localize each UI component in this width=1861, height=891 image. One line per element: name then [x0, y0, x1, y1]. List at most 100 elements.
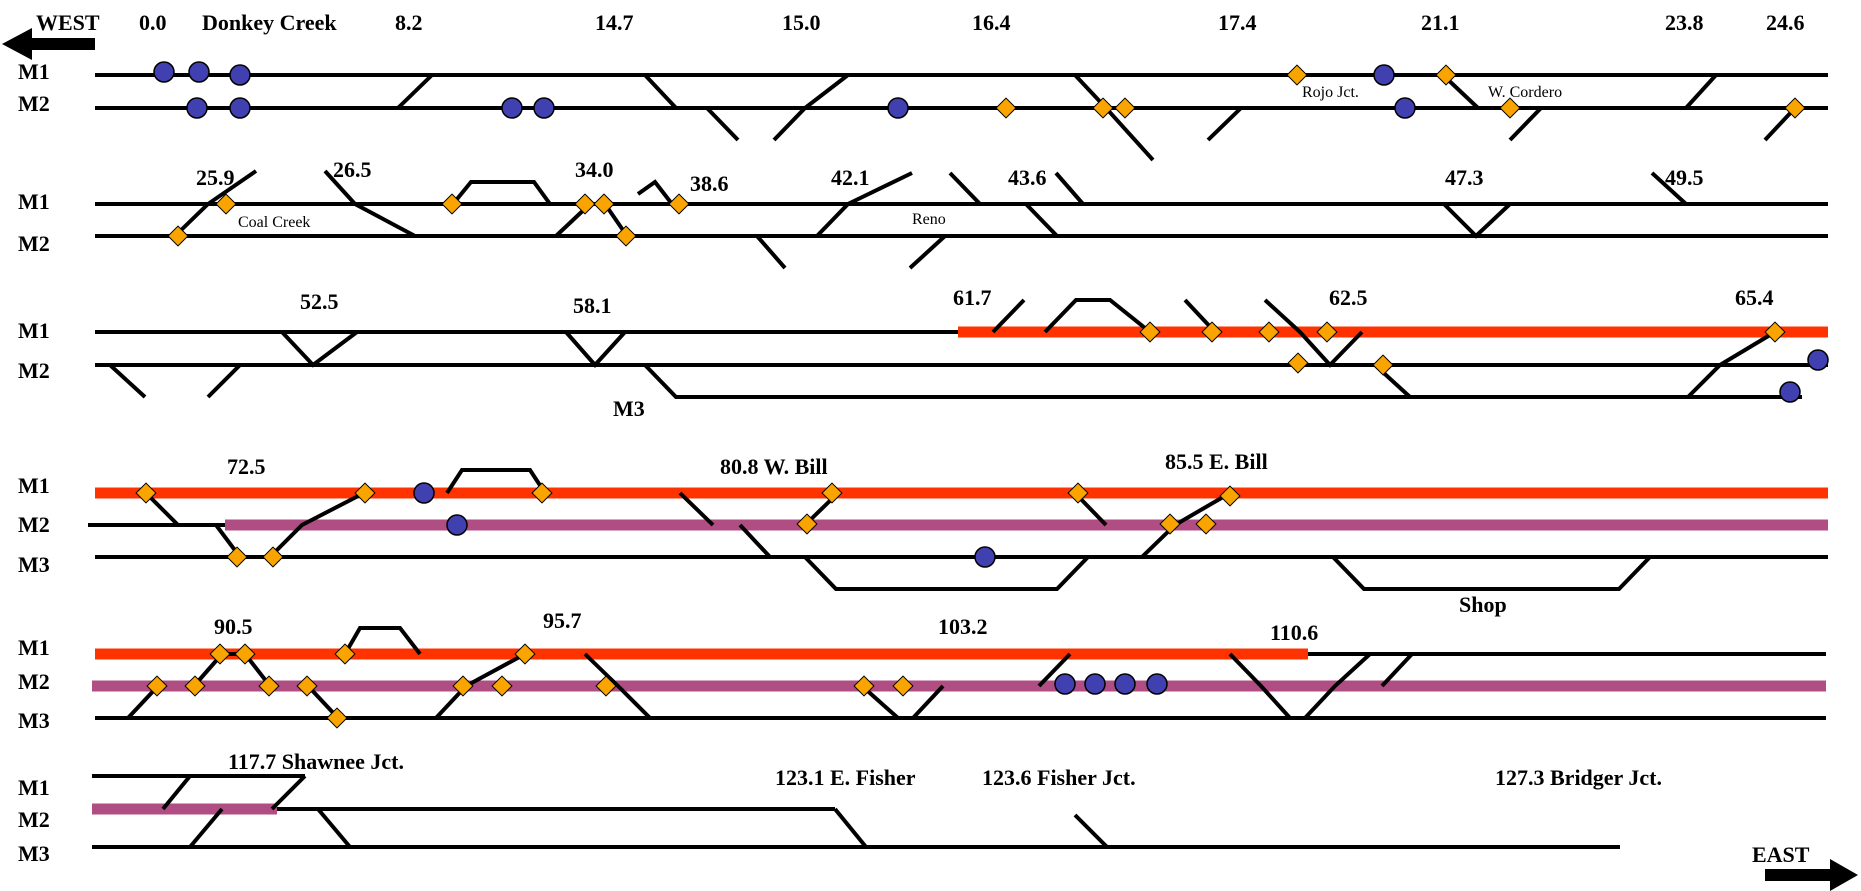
row-1: M1 M2 0.0 Donkey Creek 8.2 14.7 15.0 16.… — [18, 10, 1828, 162]
train-circle — [1807, 349, 1829, 371]
milepost-label: 52.5 — [300, 289, 339, 314]
milepost-label: 42.1 — [831, 165, 870, 190]
signal-diamond — [892, 675, 914, 697]
milepost-label: 15.0 — [782, 10, 821, 35]
crossovers — [126, 626, 1414, 720]
place-label-w-bill: 80.8 W. Bill — [720, 454, 828, 479]
signal-diamond — [258, 675, 280, 697]
track-label-m1: M1 — [18, 318, 50, 343]
signal-diamond — [209, 643, 231, 665]
train-circle — [1146, 673, 1168, 695]
siding-shop — [1331, 555, 1652, 591]
track-m3 — [643, 363, 1802, 399]
track-label-m2: M2 — [18, 358, 50, 383]
track-label-m1: M1 — [18, 473, 50, 498]
train-circle — [1054, 673, 1076, 695]
track-label-m1: M1 — [18, 59, 50, 84]
east-label: EAST — [1752, 842, 1810, 867]
train-circle — [1779, 381, 1801, 403]
place-label-shop: Shop — [1459, 592, 1507, 617]
signal-diamond — [1092, 97, 1114, 119]
signal-diamond — [1435, 64, 1457, 86]
track-label-m3: M3 — [613, 396, 645, 421]
milepost-label: 25.9 — [196, 165, 235, 190]
east-arrow-icon — [1765, 859, 1858, 891]
row-2: M1 M2 25.9 26.5 34.0 38.6 42.1 43.6 47.3… — [18, 157, 1828, 270]
row-6: M1 M2 M3 117.7 Shawnee Jct. 123.1 E. Fis… — [18, 749, 1662, 866]
milepost-label: 61.7 — [953, 285, 992, 310]
signal-diamond — [1114, 97, 1136, 119]
milepost-label: 47.3 — [1445, 165, 1484, 190]
place-label-fisher-jct: 123.6 Fisher Jct. — [982, 765, 1136, 790]
signal-diamond — [146, 675, 168, 697]
track-label-m2: M2 — [18, 669, 50, 694]
train-circle — [501, 97, 523, 119]
row-5: M1 M2 M3 90.5 95.7 103.2 110.6 — [18, 608, 1826, 733]
signal-diamond — [226, 546, 248, 568]
track-label-m3: M3 — [18, 708, 50, 733]
train-circle — [1114, 673, 1136, 695]
crossovers — [144, 468, 1232, 559]
place-label-e-fisher: 123.1 E. Fisher — [775, 765, 916, 790]
milepost-label: 65.4 — [1735, 285, 1774, 310]
train-circle — [446, 514, 468, 536]
signal-diamond — [135, 482, 157, 504]
milepost-label: 14.7 — [595, 10, 634, 35]
signal-diamond — [1201, 321, 1223, 343]
signal-diamond — [668, 193, 690, 215]
milepost-label: 38.6 — [690, 171, 729, 196]
place-label-shawnee-jct: 117.7 Shawnee Jct. — [228, 749, 404, 774]
track-label-m2: M2 — [18, 91, 50, 116]
signal-diamond — [1067, 482, 1089, 504]
signal-diamond — [1316, 321, 1338, 343]
signals — [167, 193, 690, 247]
signal-diamond — [615, 225, 637, 247]
west-label: WEST — [36, 10, 100, 35]
train-circle — [229, 64, 251, 86]
place-label-rojo-jct: Rojo Jct. — [1302, 84, 1359, 101]
signal-diamond — [796, 513, 818, 535]
signal-diamond — [1372, 354, 1394, 376]
signal-diamond — [574, 193, 596, 215]
row-3: M1 M2 M3 52.5 58.1 61.7 62.5 65.4 — [18, 285, 1829, 421]
place-label-w-cordero: W. Cordero — [1488, 84, 1562, 101]
track-label-m1: M1 — [18, 775, 50, 800]
signal-diamond — [326, 707, 348, 729]
signals — [135, 482, 1241, 568]
milepost-label: 43.6 — [1008, 165, 1047, 190]
signal-diamond — [1287, 352, 1309, 374]
milepost-label: 21.1 — [1421, 10, 1460, 35]
track-label-m1: M1 — [18, 635, 50, 660]
train-circle — [229, 97, 251, 119]
signal-diamond — [595, 675, 617, 697]
crossovers — [161, 774, 1109, 849]
signal-diamond — [296, 675, 318, 697]
signal-diamond — [441, 193, 463, 215]
train-circle — [186, 97, 208, 119]
track-label-m3: M3 — [18, 841, 50, 866]
track-label-m2: M2 — [18, 231, 50, 256]
signal-diamond — [1139, 321, 1161, 343]
signal-diamond — [821, 482, 843, 504]
signal-diamond — [262, 546, 284, 568]
milepost-label: 34.0 — [575, 157, 614, 182]
milepost-label: 26.5 — [333, 157, 372, 182]
milepost-label: 49.5 — [1665, 165, 1704, 190]
train-circle — [1373, 64, 1395, 86]
place-label-e-bill: 85.5 E. Bill — [1165, 449, 1268, 474]
crossovers — [396, 73, 1797, 162]
signals — [995, 64, 1806, 119]
signal-diamond — [334, 643, 356, 665]
milepost-label: 24.6 — [1766, 10, 1805, 35]
signal-diamond — [1258, 321, 1280, 343]
trains — [153, 61, 1416, 119]
train-circle — [1394, 97, 1416, 119]
signal-diamond — [491, 675, 513, 697]
train-circle — [533, 97, 555, 119]
train-circle — [1084, 673, 1106, 695]
west-arrow-icon — [2, 28, 95, 60]
milepost-label: 110.6 — [1270, 620, 1318, 645]
signal-diamond — [354, 482, 376, 504]
track-label-m1: M1 — [18, 189, 50, 214]
